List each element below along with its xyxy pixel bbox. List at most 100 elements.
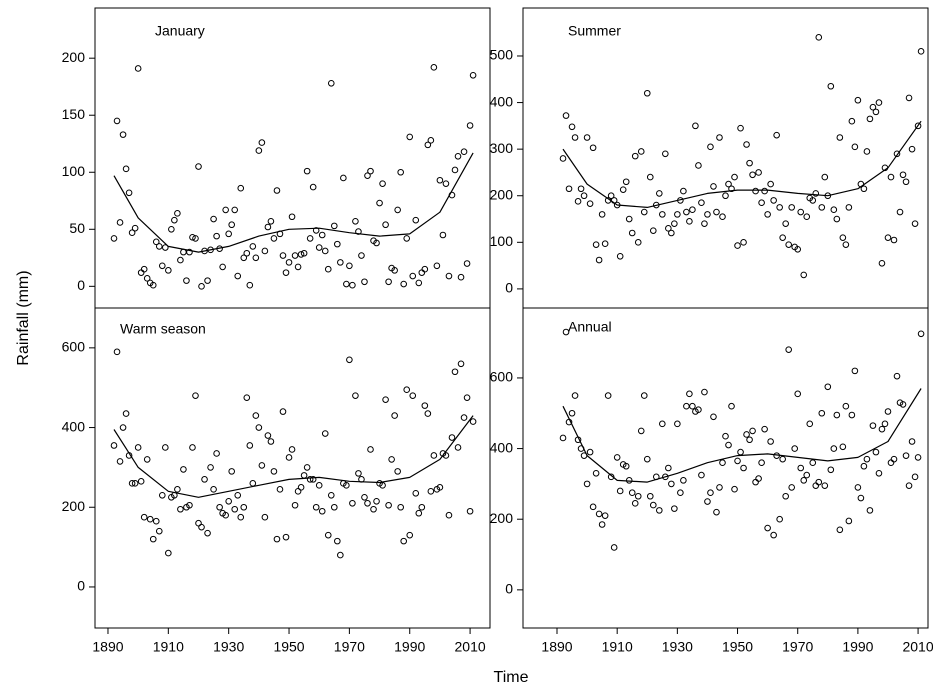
data-point: [884, 408, 892, 415]
data-point: [812, 190, 820, 197]
data-point: [866, 115, 874, 123]
data-point: [454, 152, 462, 160]
data-point: [198, 523, 205, 531]
data-point: [418, 269, 426, 276]
data-point: [821, 173, 829, 181]
y-tick-label: 100: [62, 163, 86, 179]
data-point: [177, 505, 184, 513]
data-point: [583, 480, 591, 488]
data-point: [788, 484, 795, 491]
y-tick-label: 0: [77, 578, 85, 594]
data-point: [616, 252, 624, 260]
panel-title: January: [155, 23, 205, 39]
data-point: [728, 185, 735, 193]
data-point: [878, 259, 886, 267]
data-point: [451, 368, 459, 376]
data-point: [361, 278, 368, 286]
data-point: [622, 462, 630, 470]
data-point: [412, 490, 420, 497]
data-point: [656, 190, 663, 197]
y-tick-label: 50: [69, 220, 85, 236]
data-point: [385, 501, 392, 509]
data-point: [761, 187, 768, 195]
data-point: [352, 392, 359, 399]
data-point: [683, 402, 690, 410]
data-point: [466, 122, 474, 129]
data-point: [237, 513, 245, 521]
data-point: [131, 480, 139, 487]
data-point: [791, 445, 799, 452]
data-point: [728, 402, 735, 410]
data-point: [559, 155, 567, 162]
y-tick-label: 200: [490, 510, 514, 526]
data-point: [887, 459, 895, 467]
data-point: [288, 213, 296, 221]
data-point: [228, 468, 235, 475]
x-tick-label: 1930: [662, 639, 693, 655]
data-point: [824, 383, 832, 391]
data-point: [665, 464, 672, 472]
data-point: [890, 236, 898, 244]
data-point: [158, 262, 166, 270]
data-point: [219, 263, 226, 271]
x-tick-label: 1950: [722, 639, 753, 655]
data-point: [839, 234, 847, 241]
data-point: [574, 198, 582, 205]
data-point: [716, 484, 723, 491]
data-point: [358, 252, 365, 259]
data-point: [174, 486, 181, 493]
data-point: [225, 230, 232, 238]
data-point: [577, 185, 585, 193]
data-point: [180, 466, 187, 473]
data-point: [686, 390, 693, 398]
data-point: [113, 117, 121, 125]
data-point: [309, 183, 317, 191]
data-point: [917, 330, 925, 338]
data-point: [370, 505, 377, 513]
data-point: [412, 216, 420, 224]
data-point: [282, 269, 290, 276]
data-point: [680, 187, 687, 195]
data-point: [195, 163, 202, 170]
data-point: [122, 410, 130, 417]
data-point: [252, 254, 260, 262]
data-point: [463, 260, 471, 267]
x-tick-label: 1990: [394, 639, 425, 655]
data-point: [914, 122, 922, 130]
data-point: [240, 503, 248, 511]
panel-title: Annual: [568, 319, 612, 335]
data-point: [851, 367, 859, 375]
data-point: [394, 206, 401, 214]
data-point: [637, 148, 645, 155]
data-point: [695, 162, 702, 169]
data-point: [707, 143, 714, 151]
data-point: [568, 123, 576, 131]
data-point: [583, 134, 591, 141]
data-point: [586, 200, 594, 207]
data-point: [140, 265, 148, 273]
panel: Annual 0 200 400 600 1890 1910 1930 1950 1970 1990…: [490, 307, 933, 655]
panel-frame: [94, 7, 491, 309]
data-point: [692, 122, 699, 130]
data-point: [677, 489, 684, 497]
y-tick-label: 400: [490, 439, 514, 455]
data-point: [457, 360, 465, 368]
data-point: [285, 259, 293, 266]
data-point: [755, 475, 762, 482]
data-point: [460, 148, 468, 156]
data-point: [749, 427, 756, 435]
data-point: [346, 356, 353, 364]
data-point: [884, 234, 892, 241]
data-point: [400, 537, 407, 545]
data-point: [902, 452, 910, 459]
data-point: [821, 482, 829, 489]
data-point: [258, 462, 266, 469]
data-point: [779, 455, 786, 463]
data-point: [469, 418, 477, 425]
data-point: [836, 134, 844, 141]
data-point: [418, 503, 426, 511]
data-point: [309, 476, 317, 483]
x-tick-label: 2010: [455, 639, 486, 655]
y-tick-label: 500: [490, 47, 514, 63]
data-point: [905, 94, 913, 102]
